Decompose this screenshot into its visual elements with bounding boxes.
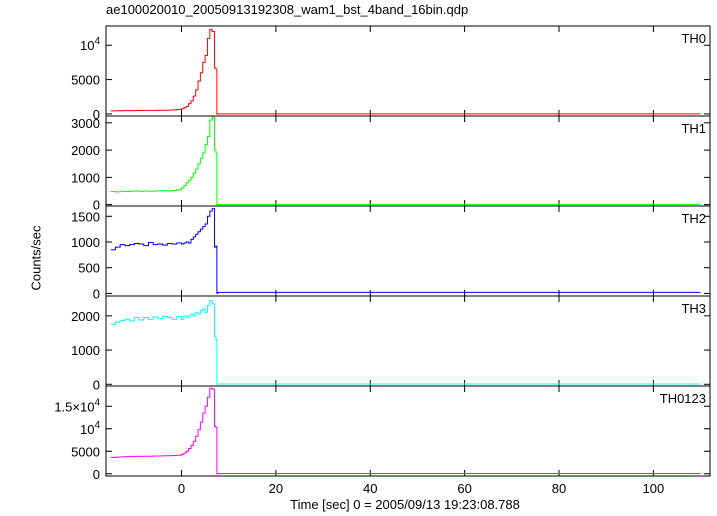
x-tick-label: 100 — [643, 481, 665, 496]
x-axis-label: Time [sec] 0 = 2005/09/13 19:23:08.788 — [290, 497, 520, 512]
x-tick-label: 80 — [552, 481, 566, 496]
panel-label: TH3 — [681, 301, 706, 316]
y-tick-label: 5000 — [71, 73, 100, 88]
y-tick-label: 3000 — [71, 116, 100, 131]
panel-label: TH1 — [681, 121, 706, 136]
y-tick-label: 5000 — [71, 444, 100, 459]
series-line — [110, 28, 701, 115]
y-tick-label: 1.5×104 — [54, 397, 100, 414]
y-tick-label: 0 — [93, 107, 100, 122]
panel-frame — [105, 205, 711, 297]
y-tick-label: 2000 — [71, 309, 100, 324]
x-tick-label: 20 — [269, 481, 283, 496]
panel-frame — [105, 385, 711, 477]
y-tick-label: 500 — [78, 261, 100, 276]
y-tick-label: 1000 — [71, 235, 100, 250]
y-tick-label: 2000 — [71, 143, 100, 158]
y-tick-label: 0 — [93, 467, 100, 482]
series-line — [110, 208, 701, 294]
figure-title: ae100020010_20050913192308_wam1_bst_4ban… — [106, 2, 469, 17]
x-tick-label: 60 — [457, 481, 471, 496]
y-tick-label: 1000 — [71, 170, 100, 185]
panel-label: TH0 — [681, 31, 706, 46]
series-line — [110, 299, 701, 385]
x-tick-label: 40 — [363, 481, 377, 496]
panel-label: TH2 — [681, 211, 706, 226]
panel-label: TH0123 — [660, 391, 706, 406]
panel-frame — [105, 295, 711, 387]
x-tick-label: 0 — [178, 481, 185, 496]
y-tick-label: 0 — [93, 377, 100, 392]
panel-frame — [105, 25, 711, 117]
panel-frame — [105, 115, 711, 207]
y-tick-label: 0 — [93, 286, 100, 301]
y-tick-label: 104 — [80, 420, 100, 437]
series-line — [110, 116, 701, 206]
y-tick-label: 1500 — [71, 209, 100, 224]
y-tick-label: 0 — [93, 198, 100, 213]
y-tick-label: 104 — [80, 36, 100, 53]
y-tick-label: 1000 — [71, 343, 100, 358]
series-line — [110, 387, 701, 475]
